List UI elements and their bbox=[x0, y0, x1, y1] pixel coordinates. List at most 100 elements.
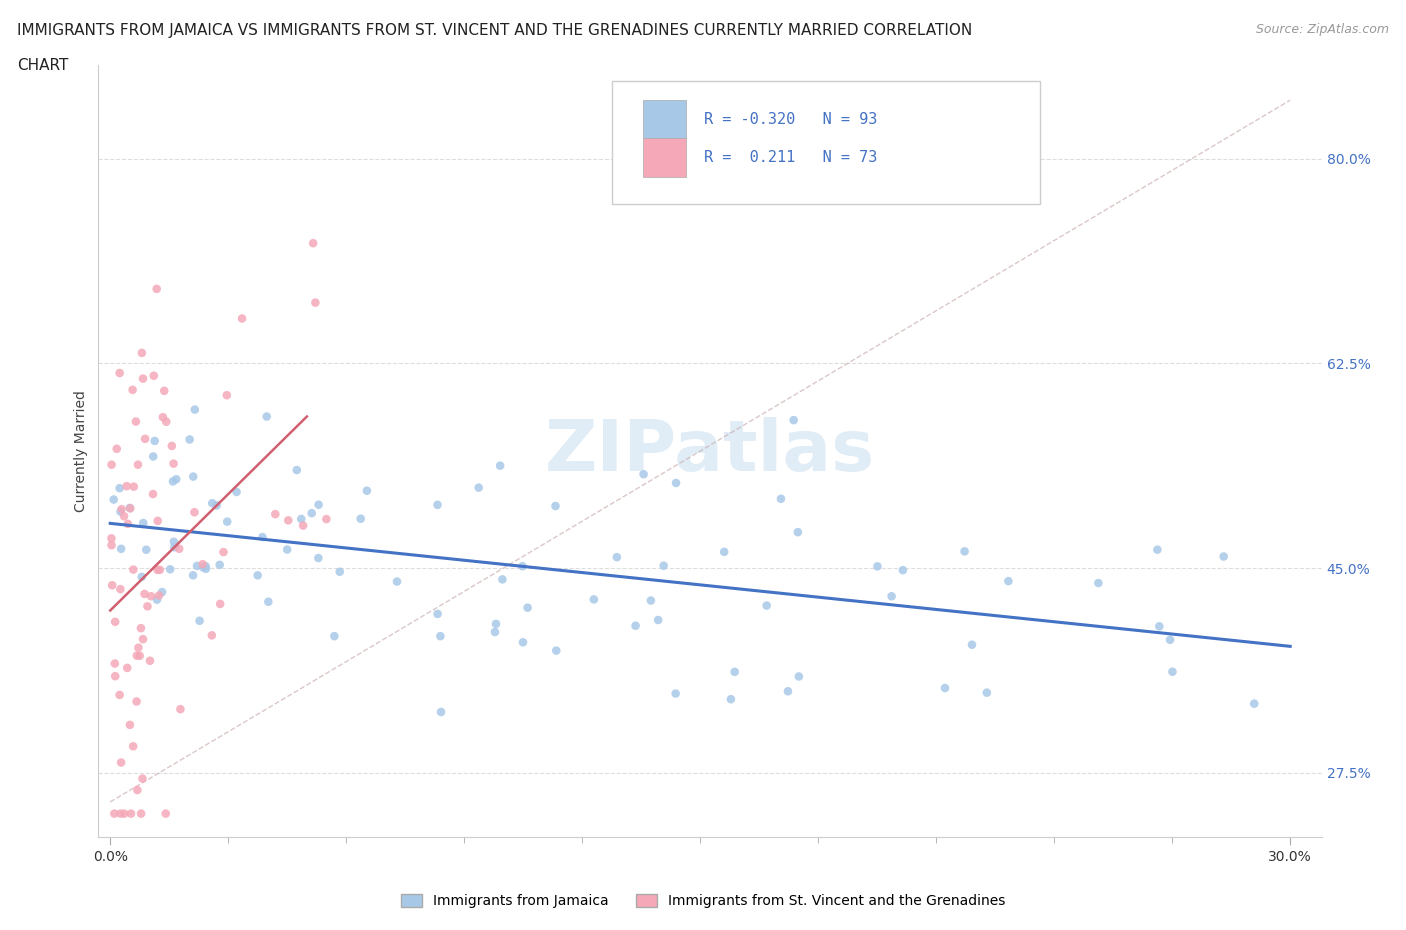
Point bbox=[134, 432, 156, 446]
Point bbox=[122, 738, 145, 753]
Point bbox=[131, 771, 153, 786]
Point bbox=[142, 368, 165, 383]
Point bbox=[129, 806, 152, 821]
Point bbox=[111, 501, 134, 516]
Point bbox=[606, 550, 628, 565]
Point bbox=[304, 295, 326, 310]
Point bbox=[150, 585, 173, 600]
Point bbox=[516, 600, 538, 615]
Point bbox=[108, 365, 131, 380]
Point bbox=[290, 512, 312, 526]
Point bbox=[136, 599, 159, 614]
Point bbox=[125, 648, 148, 663]
Point bbox=[131, 345, 153, 360]
Point bbox=[329, 565, 352, 579]
Point bbox=[100, 538, 122, 552]
Point bbox=[108, 687, 131, 702]
Point bbox=[118, 500, 141, 515]
Legend: Immigrants from Jamaica, Immigrants from St. Vincent and the Grenadines: Immigrants from Jamaica, Immigrants from… bbox=[395, 889, 1011, 914]
Point bbox=[512, 559, 534, 574]
Point bbox=[142, 486, 165, 501]
Point bbox=[647, 613, 669, 628]
Point bbox=[1161, 664, 1184, 679]
Point bbox=[212, 545, 235, 560]
Point bbox=[257, 594, 280, 609]
Point bbox=[139, 589, 162, 604]
Point bbox=[112, 806, 135, 821]
Point bbox=[104, 669, 127, 684]
Point bbox=[713, 544, 735, 559]
Point bbox=[183, 505, 205, 520]
Point bbox=[135, 542, 157, 557]
Point bbox=[163, 539, 186, 554]
Point bbox=[104, 656, 127, 671]
Point bbox=[308, 498, 330, 512]
Point bbox=[104, 615, 127, 630]
Point bbox=[139, 653, 162, 668]
Point bbox=[724, 664, 747, 679]
Point bbox=[125, 694, 148, 709]
Point bbox=[252, 529, 274, 544]
Point bbox=[776, 684, 799, 698]
Point bbox=[132, 371, 155, 386]
Point bbox=[484, 625, 506, 640]
Point bbox=[110, 541, 132, 556]
Point bbox=[880, 589, 903, 604]
Point bbox=[201, 628, 224, 643]
Point bbox=[146, 513, 169, 528]
Point bbox=[264, 507, 287, 522]
Point bbox=[186, 558, 208, 573]
Point bbox=[108, 481, 131, 496]
Point bbox=[127, 640, 149, 655]
Point bbox=[997, 574, 1019, 589]
Text: R = -0.320   N = 93: R = -0.320 N = 93 bbox=[704, 112, 877, 126]
Point bbox=[665, 686, 688, 701]
Point bbox=[350, 512, 373, 526]
Point bbox=[292, 518, 315, 533]
Text: CHART: CHART bbox=[17, 58, 69, 73]
Point bbox=[125, 414, 148, 429]
Point bbox=[489, 458, 512, 473]
Point bbox=[115, 660, 138, 675]
Point bbox=[755, 598, 778, 613]
Point bbox=[181, 568, 204, 583]
Point bbox=[429, 629, 451, 644]
Point bbox=[512, 635, 534, 650]
Point bbox=[1087, 576, 1109, 591]
Point bbox=[100, 458, 122, 472]
Point bbox=[110, 582, 132, 597]
Point bbox=[153, 383, 176, 398]
Text: R =  0.211   N = 73: R = 0.211 N = 73 bbox=[704, 151, 877, 166]
Point bbox=[1212, 549, 1234, 564]
Point bbox=[120, 501, 142, 516]
Point bbox=[103, 806, 125, 821]
Point bbox=[787, 669, 810, 684]
Point bbox=[146, 563, 169, 578]
Point bbox=[201, 496, 224, 511]
Point bbox=[165, 472, 187, 486]
Point bbox=[934, 681, 956, 696]
Point bbox=[1146, 542, 1168, 557]
Point bbox=[246, 568, 269, 583]
Point bbox=[181, 469, 204, 484]
Point bbox=[430, 705, 453, 720]
Point bbox=[786, 525, 808, 539]
Point bbox=[782, 413, 804, 428]
Point bbox=[179, 432, 201, 447]
Point bbox=[209, 596, 232, 611]
Point bbox=[1159, 632, 1181, 647]
Point bbox=[112, 509, 135, 524]
Point bbox=[652, 558, 675, 573]
Point bbox=[145, 282, 167, 297]
Point bbox=[162, 474, 184, 489]
Point bbox=[301, 506, 323, 521]
Point bbox=[256, 409, 278, 424]
Point bbox=[132, 631, 155, 646]
Point bbox=[323, 629, 346, 644]
Point bbox=[169, 702, 191, 717]
Point bbox=[356, 484, 378, 498]
Point bbox=[129, 620, 152, 635]
Point bbox=[640, 593, 662, 608]
Point bbox=[127, 458, 149, 472]
Point bbox=[624, 618, 647, 633]
